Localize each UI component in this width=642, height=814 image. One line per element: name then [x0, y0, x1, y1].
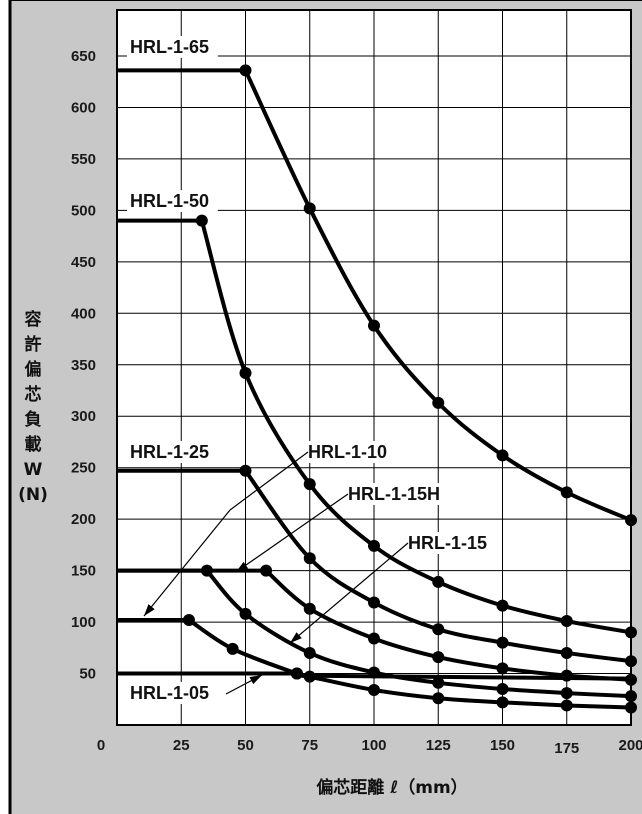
series-label: HRL-1-50 [130, 191, 209, 211]
y-tick-label: 550 [71, 151, 96, 168]
y-tick-label: 300 [71, 408, 96, 425]
x-tick-label: 200 [618, 737, 642, 754]
series-label-bg [127, 36, 218, 58]
x-axis-title: 偏芯距離 ℓ（mm） [316, 777, 467, 798]
data-point [182, 614, 195, 627]
series-label-bg [127, 190, 218, 212]
series-label-bg [127, 682, 218, 704]
data-point [260, 564, 273, 577]
y-tick-label: 450 [71, 254, 96, 271]
series-label: HRL-1-15H [348, 484, 440, 504]
data-point [560, 699, 573, 712]
data-point [303, 202, 316, 215]
y-tick-label: 400 [71, 305, 96, 322]
data-point [239, 464, 252, 477]
y-tick-label: 250 [71, 460, 96, 477]
y-axis-title-char: W [24, 460, 43, 480]
y-axis-title-char: 許 [25, 334, 42, 355]
data-point [625, 655, 637, 668]
data-point [303, 478, 316, 491]
data-point [432, 676, 445, 689]
data-point [239, 367, 252, 380]
x-tick-label: 125 [426, 737, 451, 754]
data-point [239, 607, 252, 620]
data-point [560, 646, 573, 659]
x-tick-label: 25 [173, 737, 190, 754]
series-flat-ext-HRL-1-05 [296, 673, 632, 681]
data-point [200, 564, 213, 577]
data-point [496, 636, 509, 649]
series-label: HRL-1-05 [130, 683, 209, 703]
data-point [625, 514, 637, 527]
x-tick-label: 75 [301, 737, 318, 754]
x-tick-label: 0 [97, 737, 105, 754]
data-point [432, 575, 445, 588]
series-label: HRL-1-10 [308, 442, 387, 462]
x-tick-label: 100 [361, 737, 386, 754]
x-tick-label: 50 [237, 737, 254, 754]
y-tick-label: 650 [71, 48, 96, 65]
leader-HRL-1-10 [143, 509, 231, 617]
y-tick-label: 100 [71, 614, 96, 631]
y-axis-title-char: 偏 [25, 359, 42, 380]
series-label-bg [127, 441, 218, 463]
data-point [432, 623, 445, 636]
x-tick-label: 175 [554, 740, 579, 757]
data-point [560, 615, 573, 628]
series-label-bg [405, 532, 496, 554]
leader-HRL-1-15H [235, 493, 349, 573]
y-tick-label: 500 [71, 202, 96, 219]
series-label-bg [345, 483, 447, 505]
data-point [303, 552, 316, 565]
data-point [432, 396, 445, 409]
data-point [496, 696, 509, 709]
data-point [432, 692, 445, 705]
leader-HRL-1-05-head [249, 675, 262, 685]
data-point [432, 651, 445, 664]
data-point [368, 539, 380, 552]
y-tick-label: 600 [71, 99, 96, 116]
data-point [239, 64, 252, 77]
data-point [368, 632, 380, 645]
data-point [496, 662, 509, 675]
leader-HRL-1-15 [289, 542, 409, 644]
data-point [625, 701, 637, 714]
data-point [368, 319, 380, 332]
x-tick-label: 150 [490, 737, 515, 754]
series-label-bg [305, 441, 396, 463]
series-label: HRL-1-65 [130, 37, 209, 57]
data-point [303, 602, 316, 615]
y-axis-title-char: 載 [25, 434, 42, 455]
y-tick-label: 200 [71, 511, 96, 528]
leader-HRL-1-15H-head [236, 561, 249, 572]
y-tick-label: 350 [71, 357, 96, 374]
data-point [303, 646, 316, 659]
data-point [560, 687, 573, 700]
data-point [195, 214, 208, 227]
y-tick-label: 50 [79, 666, 96, 683]
leader-HRL-1-15-head [290, 632, 302, 643]
data-point [226, 642, 239, 655]
data-point [496, 599, 509, 612]
y-axis-title-char: 芯 [25, 384, 42, 405]
y-axis-title-char: 容 [25, 309, 42, 330]
y-tick-label: 150 [71, 563, 96, 580]
data-point [496, 449, 509, 462]
data-point [625, 690, 637, 703]
leader-HRL-1-10-a [229, 451, 309, 511]
data-point [496, 682, 509, 695]
leader-HRL-1-10-head [144, 604, 155, 616]
y-axis-title-char: (N) [18, 485, 48, 505]
data-point [560, 486, 573, 499]
data-point [368, 684, 380, 697]
data-point [368, 596, 380, 609]
y-axis-title-char: 負 [25, 410, 42, 430]
plot-border [116, 9, 632, 726]
series-label: HRL-1-15 [408, 533, 487, 553]
data-point [625, 626, 637, 639]
data-point [290, 667, 303, 680]
series-label: HRL-1-25 [130, 442, 209, 462]
